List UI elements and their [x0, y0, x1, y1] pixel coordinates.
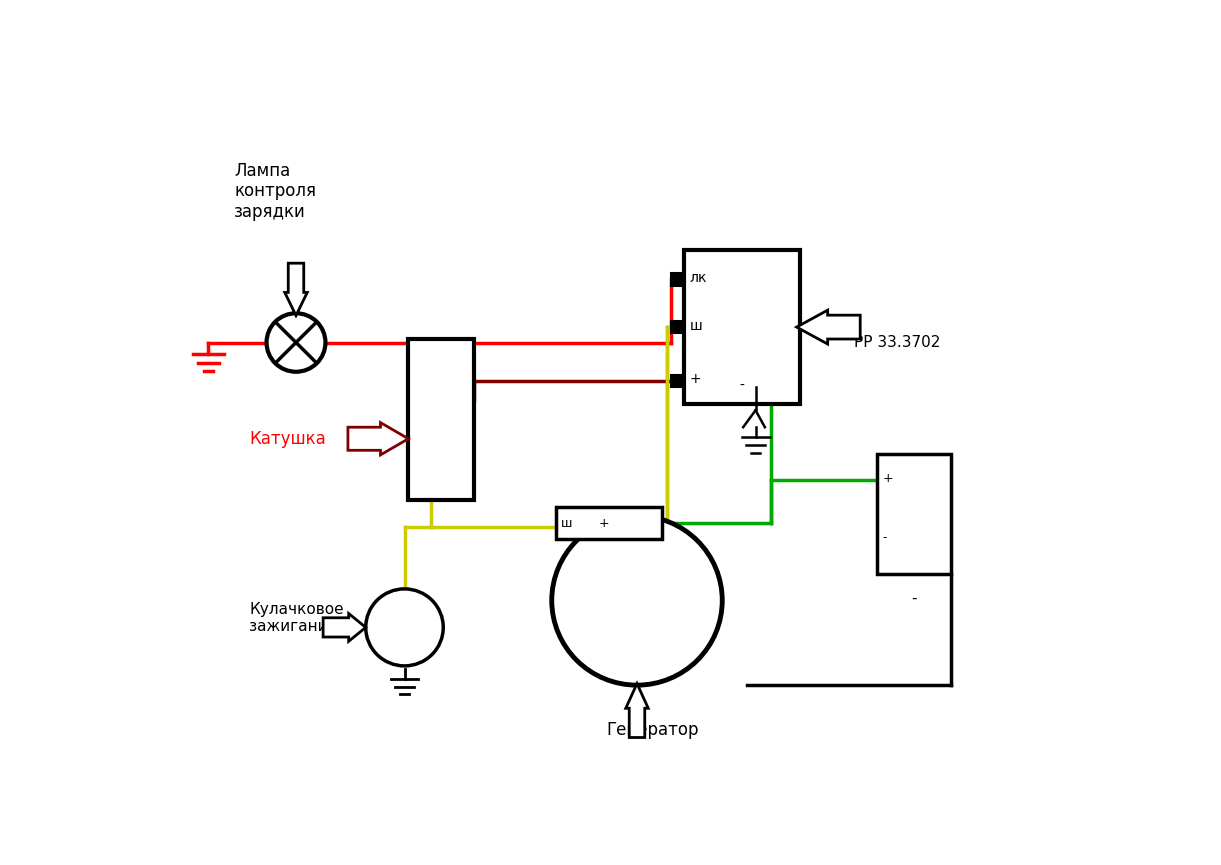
Polygon shape — [284, 263, 308, 316]
Bar — [556, 507, 662, 540]
Text: Кулачковое
зажигание: Кулачковое зажигание — [249, 602, 344, 634]
Text: -: - — [911, 591, 917, 606]
Bar — [684, 250, 800, 404]
Bar — [672, 273, 684, 285]
Text: -: - — [739, 379, 744, 393]
Polygon shape — [348, 423, 408, 455]
Text: лк: лк — [690, 271, 707, 285]
Text: +: + — [598, 516, 609, 529]
Circle shape — [552, 516, 723, 685]
Bar — [672, 375, 684, 388]
Polygon shape — [796, 311, 861, 344]
Bar — [877, 454, 951, 573]
Text: Катушка: Катушка — [249, 430, 326, 448]
Circle shape — [366, 589, 443, 666]
Circle shape — [266, 313, 326, 372]
Text: РР 33.3702: РР 33.3702 — [853, 335, 940, 350]
Text: ш: ш — [562, 516, 573, 529]
Text: -: - — [883, 531, 888, 544]
Polygon shape — [324, 613, 366, 641]
Text: Лампа
контроля
зарядки: Лампа контроля зарядки — [234, 162, 316, 221]
Text: Генератор: Генератор — [606, 721, 698, 739]
Text: +: + — [883, 471, 894, 484]
Polygon shape — [626, 683, 648, 738]
Bar — [672, 321, 684, 333]
Bar — [408, 339, 474, 500]
Text: +: + — [690, 373, 701, 387]
Text: ш: ш — [690, 318, 702, 332]
